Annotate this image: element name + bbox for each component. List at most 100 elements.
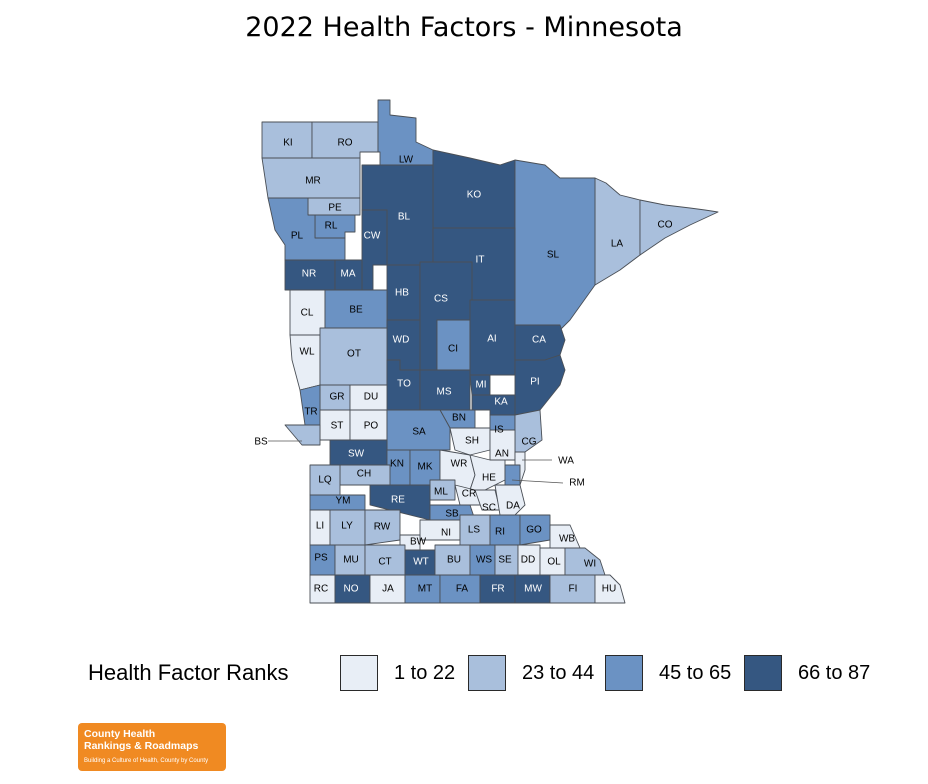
county-label-wl: WL [300,347,315,358]
county-label-hb: HB [395,288,409,299]
legend-item-3: 45 to 65 [605,655,731,691]
county-label-mw: MW [524,584,542,595]
county-label-pe: PE [328,203,342,214]
county-label-pi: PI [530,377,539,388]
county-sh [449,427,491,456]
legend-label-4: 66 to 87 [798,661,871,684]
county-label-cg: CG [522,437,537,448]
county-label-mu: MU [343,555,359,566]
county-label-ot: OT [347,349,361,360]
county-label-fa: FA [456,584,469,595]
county-label-wr: WR [451,459,468,470]
map-title: 2022 Health Factors - Minnesota [245,12,683,43]
county-label-ja: JA [382,584,394,595]
logo-line-1: County Health Rankings & Roadmaps [84,728,198,752]
county-label-bu: BU [447,555,461,566]
logo-tagline: Building a Culture of Health, County by … [84,758,209,764]
county-label-he: HE [482,473,496,484]
county-label-ci: CI [448,344,458,355]
county-label-go: GO [526,525,542,536]
county-label-no: NO [344,584,359,595]
county-label-la: LA [611,239,624,250]
county-la [594,177,641,286]
county-label-wb: WB [559,534,575,545]
county-label-rl: RL [325,221,338,232]
county-pl [267,197,346,261]
county-label-ma: MA [341,269,356,280]
legend-title: Health Factor Ranks [88,660,289,685]
county-hu [594,574,626,604]
county-label-bs: BS [254,437,268,448]
county-co [639,199,719,256]
county-label-bl: BL [398,212,411,223]
county-label-wt: WT [413,557,429,568]
county-label-sh: SH [465,436,479,447]
county-label-mi: MI [475,380,486,391]
county-label-ms: MS [437,387,452,398]
county-bs [284,424,321,446]
legend-item-1: 1 to 22 [340,655,455,691]
county-label-sc: SC [482,503,496,514]
county-label-ly: LY [341,521,353,532]
county-label-ym: YM [336,496,351,507]
county-wi [564,547,606,576]
legend-swatch-2 [468,655,506,691]
county-label-lq: LQ [318,475,332,486]
county-label-fr: FR [491,584,504,595]
county-tr [299,384,321,426]
legend-label-3: 45 to 65 [659,661,732,684]
county-label-pl: PL [291,231,304,242]
county-label-tr: TR [304,407,317,418]
county-label-ls: LS [468,525,481,536]
county-label-sw: SW [348,449,365,460]
county-label-fi: FI [569,584,578,595]
county-label-be: BE [349,305,363,316]
county-label-an: AN [495,449,509,460]
county-label-gr: GR [330,392,345,403]
county-label-sb: SB [445,509,459,520]
county-label-cw: CW [364,231,381,242]
county-label-ri: RI [495,527,505,538]
county-rm [504,464,521,486]
county-label-ws: WS [476,555,492,566]
county-label-da: DA [506,501,520,512]
county-wl [289,334,321,391]
county-label-se: SE [498,555,512,566]
county-label-po: PO [364,421,379,432]
county-label-is: IS [494,425,504,436]
minnesota-county-map: KI RO LW MR KO PE RL PL BL CW LA CO SL IT NR MA HB CS CL BE… [254,99,719,604]
county-label-mt: MT [418,584,432,595]
county-label-re: RE [391,495,405,506]
county-label-rc: RC [314,584,328,595]
county-label-ni: NI [441,528,451,539]
county-label-ca: CA [532,335,546,346]
county-label-nr: NR [302,269,316,280]
county-label-sa: SA [412,427,426,438]
legend-swatch-1 [340,655,378,691]
county-label-ps: PS [314,553,328,564]
county-label-ro: RO [338,138,353,149]
county-cw [361,209,388,291]
logo-text-1: County Health [84,728,156,740]
county-label-ai: AI [487,334,496,345]
county-label-mr: MR [305,176,321,187]
legend-label-2: 23 to 44 [522,661,595,684]
county-label-co: CO [658,220,673,231]
county-label-kn: KN [390,459,404,470]
county-label-ka: KA [494,397,508,408]
legend-label-1: 1 to 22 [394,661,456,684]
county-label-wa: WA [558,456,574,467]
leader-line-rm [511,479,564,484]
county-label-du: DU [364,392,378,403]
county-label-bn: BN [452,413,466,424]
county-label-rw: RW [374,522,391,533]
county-label-li: LI [316,521,324,532]
county-label-bw: BW [410,537,427,548]
legend-swatch-4 [744,655,782,691]
county-label-ch: CH [357,469,371,480]
county-label-ml: ML [434,487,448,498]
county-label-ct: CT [378,557,391,568]
county-label-cr: CR [462,489,476,500]
county-label-cl: CL [301,308,314,319]
county-label-hu: HU [602,584,616,595]
